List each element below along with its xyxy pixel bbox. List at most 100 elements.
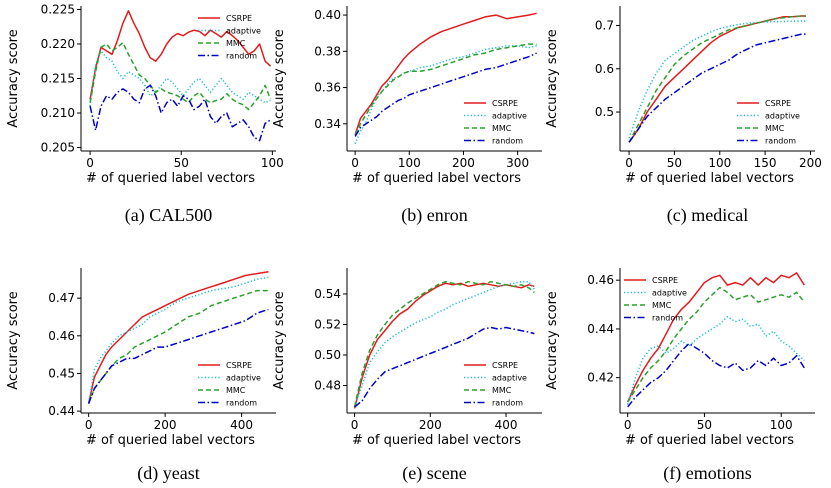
y-tick-label: 0.220 xyxy=(41,37,75,51)
legend-label-csrpe: CSRPE xyxy=(652,276,678,285)
chart-panel-3: 0 50 100 150 200 0.5 0.6 0.7 # of queried label … xyxy=(545,6,822,226)
y-axis-title: Accuracy score xyxy=(545,29,560,127)
legend-label-adaptive: adaptive xyxy=(226,374,261,383)
legend: CSRPE adaptive MMC random xyxy=(464,99,527,146)
y-tick-label: 0.48 xyxy=(314,379,341,393)
x-axis-title: # of queried label vectors xyxy=(625,171,794,186)
legend-label-adaptive: adaptive xyxy=(765,112,800,121)
legend-label-adaptive: adaptive xyxy=(492,112,527,121)
y-axis-title: Accuracy score xyxy=(272,29,287,127)
y-tick-label: 0.46 xyxy=(48,329,75,343)
legend-label-random: random xyxy=(226,399,257,408)
y-tick-label: 0.6 xyxy=(595,62,614,76)
y-tick-label: 0.44 xyxy=(48,404,75,418)
y-tick-label: 0.50 xyxy=(314,348,341,362)
y-tick-label: 0.44 xyxy=(587,322,614,336)
y-tick-label: 0.34 xyxy=(314,117,341,131)
x-tick-label: 200 xyxy=(419,418,442,432)
chart-panel-1: 0 50 100 0.205 0.210 0.215 0.220 0.225 # of quer… xyxy=(6,2,284,226)
y-tick-label: 0.205 xyxy=(41,141,75,155)
series-line-random xyxy=(627,342,805,408)
x-tick-label: 300 xyxy=(506,156,529,170)
legend-label-random: random xyxy=(492,399,523,408)
y-axis-title: Accuracy score xyxy=(545,291,560,389)
y-tick-label: 0.40 xyxy=(314,8,341,22)
y-tick-label: 0.38 xyxy=(314,44,341,58)
x-tick-label: 150 xyxy=(754,156,777,170)
legend: CSRPE adaptive MMC random xyxy=(464,361,527,408)
legend-label-csrpe: CSRPE xyxy=(226,14,252,23)
y-axis-title: Accuracy score xyxy=(6,29,21,127)
legend: CSRPE adaptive MMC random xyxy=(737,99,800,146)
x-tick-label: 0 xyxy=(85,418,93,432)
legend-label-mmc: MMC xyxy=(652,301,672,310)
legend: CSRPE adaptive MMC random xyxy=(624,276,687,323)
series-line-mmc xyxy=(353,280,535,408)
x-tick-label: 0 xyxy=(624,418,632,432)
x-axis-title: # of queried label vectors xyxy=(352,433,521,448)
x-tick-label: 200 xyxy=(799,156,822,170)
x-tick-label: 100 xyxy=(398,156,421,170)
y-tick-label: 0.210 xyxy=(41,106,75,120)
legend-label-mmc: MMC xyxy=(226,386,246,395)
legend: CSRPE adaptive MMC random xyxy=(198,14,261,61)
panel-caption: (a) CAL500 xyxy=(125,205,212,226)
series-line-random xyxy=(354,326,535,408)
legend-label-random: random xyxy=(492,137,523,146)
panel-caption: (d) yeast xyxy=(137,463,199,484)
series-line-random xyxy=(87,308,269,404)
series-line-csrpe xyxy=(627,272,805,403)
x-tick-label: 0 xyxy=(625,156,633,170)
legend-label-mmc: MMC xyxy=(765,124,785,133)
series-line-adaptive xyxy=(353,280,536,408)
y-tick-label: 0.52 xyxy=(314,317,341,331)
legend-label-mmc: MMC xyxy=(226,39,246,48)
series-line-mmc xyxy=(354,43,537,136)
x-tick-label: 100 xyxy=(261,156,284,170)
y-tick-label: 0.46 xyxy=(587,273,614,287)
series-line-adaptive xyxy=(354,45,537,145)
y-tick-label: 0.45 xyxy=(48,366,75,380)
y-tick-label: 0.215 xyxy=(41,72,75,86)
y-tick-label: 0.7 xyxy=(595,18,614,32)
x-tick-label: 50 xyxy=(667,156,682,170)
x-tick-label: 200 xyxy=(452,156,475,170)
x-axis-title: # of queried label vectors xyxy=(86,171,255,186)
series-line-csrpe xyxy=(87,271,269,404)
series-line-adaptive xyxy=(628,20,806,139)
x-axis-title: # of queried label vectors xyxy=(86,433,255,448)
series-line-mmc xyxy=(89,41,272,111)
x-axis-title: # of queried label vectors xyxy=(625,433,794,448)
panel-caption: (b) enron xyxy=(401,205,467,226)
x-tick-label: 400 xyxy=(230,418,253,432)
x-tick-label: 400 xyxy=(495,418,518,432)
y-axis-title: Accuracy score xyxy=(6,291,21,389)
legend-label-random: random xyxy=(652,314,683,323)
y-tick-label: 0.42 xyxy=(587,371,614,385)
y-tick-label: 0.36 xyxy=(314,81,341,95)
y-tick-label: 0.47 xyxy=(48,291,75,305)
series-line-csrpe xyxy=(354,12,537,135)
legend-label-csrpe: CSRPE xyxy=(765,99,791,108)
legend-label-adaptive: adaptive xyxy=(492,374,527,383)
x-tick-label: 0 xyxy=(86,156,94,170)
x-tick-label: 50 xyxy=(174,156,189,170)
y-tick-label: 0.54 xyxy=(314,287,341,301)
legend-label-adaptive: adaptive xyxy=(652,289,687,298)
legend-label-random: random xyxy=(765,137,796,146)
series-line-adaptive xyxy=(626,315,805,405)
legend-label-random: random xyxy=(226,52,257,61)
panel-caption: (f) emotions xyxy=(663,463,751,484)
legend-label-mmc: MMC xyxy=(492,386,512,395)
series-line-random xyxy=(354,52,537,137)
series-line-random xyxy=(89,84,271,142)
chart-panel-4: 0 200 400 0.44 0.45 0.46 0.47 # of queried labe… xyxy=(6,268,276,484)
series-line-mmc xyxy=(627,286,805,403)
series-line-adaptive xyxy=(89,50,271,107)
y-axis-title: Accuracy score xyxy=(272,291,287,389)
chart-panel-6: 0 50 100 0.42 0.44 0.46 # of queried label vec… xyxy=(545,268,815,484)
legend: CSRPE adaptive MMC random xyxy=(198,361,261,408)
panel-caption: (e) scene xyxy=(402,463,466,484)
panel-caption: (c) medical xyxy=(667,205,748,226)
